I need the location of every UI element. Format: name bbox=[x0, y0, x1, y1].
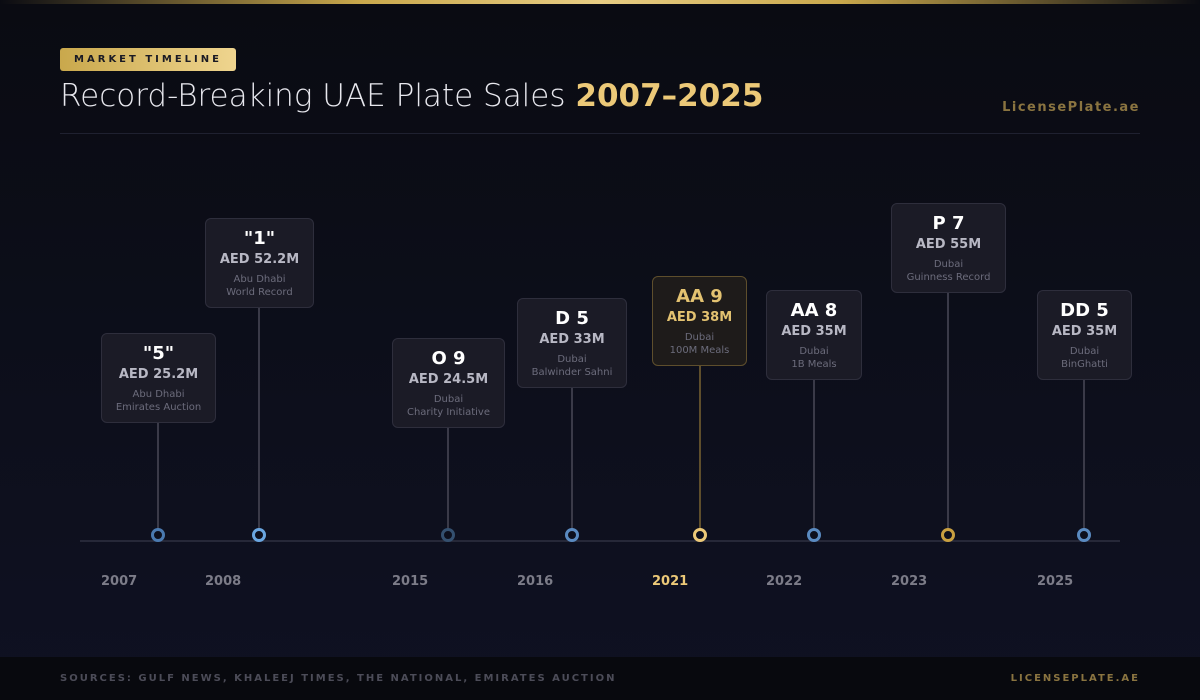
page-title: Record-Breaking UAE Plate Sales 2007–202… bbox=[60, 78, 763, 114]
footer-brand[interactable]: LICENSEPLATE.AE bbox=[1010, 673, 1140, 684]
emirate: Dubai bbox=[799, 346, 829, 357]
year-label: 2025 bbox=[1037, 574, 1074, 589]
event-card[interactable]: D 5 AED 33M Dubai Balwinder Sahni bbox=[517, 298, 627, 388]
header-divider bbox=[60, 133, 1140, 134]
emirate: Abu Dhabi bbox=[233, 274, 286, 285]
plate-number: DD 5 bbox=[1060, 300, 1109, 321]
timeline-dot[interactable] bbox=[941, 528, 955, 542]
event-note: Balwinder Sahni bbox=[531, 367, 613, 378]
sale-price: AED 38M bbox=[666, 310, 733, 325]
sale-price: AED 33M bbox=[539, 332, 605, 347]
event-note: Emirates Auction bbox=[115, 402, 202, 413]
year-label: 2016 bbox=[517, 574, 554, 589]
plate-number: P 7 bbox=[932, 213, 965, 234]
emirate: Dubai bbox=[433, 394, 464, 405]
event-stem bbox=[157, 423, 159, 535]
emirate: Abu Dhabi bbox=[132, 389, 185, 400]
event-stem bbox=[1083, 380, 1085, 535]
plate-number: AA 8 bbox=[790, 300, 838, 321]
plate-number: D 5 bbox=[555, 308, 589, 329]
timeline-axis bbox=[80, 540, 1120, 542]
emirate: Dubai bbox=[684, 332, 715, 343]
timeline-dot[interactable] bbox=[565, 528, 579, 542]
event-stem bbox=[813, 380, 815, 535]
year-label: 2015 bbox=[392, 574, 429, 589]
title-highlight: 2007–2025 bbox=[575, 78, 764, 114]
event-note: World Record bbox=[226, 287, 293, 298]
sale-price: AED 24.5M bbox=[408, 372, 489, 387]
timeline-dot[interactable] bbox=[693, 528, 707, 542]
sale-price: AED 52.2M bbox=[219, 252, 300, 267]
event-note: Charity Initiative bbox=[406, 407, 491, 418]
year-label: 2007 bbox=[101, 574, 138, 589]
event-card[interactable]: DD 5 AED 35M Dubai BinGhatti bbox=[1037, 290, 1132, 380]
event-card[interactable]: "5" AED 25.2M Abu Dhabi Emirates Auction bbox=[101, 333, 216, 423]
event-card[interactable]: AA 8 AED 35M Dubai 1B Meals bbox=[766, 290, 862, 380]
event-note: Guinness Record bbox=[906, 272, 991, 283]
sale-price: AED 25.2M bbox=[118, 367, 199, 382]
timeline-dot[interactable] bbox=[441, 528, 455, 542]
event-card[interactable]: AA 9 AED 38M Dubai 100M Meals bbox=[652, 276, 747, 366]
plate-number: O 9 bbox=[431, 348, 466, 369]
year-label: 2021 bbox=[652, 574, 689, 589]
timeline-dot[interactable] bbox=[807, 528, 821, 542]
event-note: 1B Meals bbox=[791, 359, 837, 370]
title-main: Record-Breaking UAE Plate Sales bbox=[60, 78, 576, 114]
sources-text: SOURCES: GULF NEWS, KHALEEJ TIMES, THE N… bbox=[60, 673, 617, 684]
top-accent-bar bbox=[0, 0, 1200, 4]
emirate: Dubai bbox=[557, 354, 587, 365]
event-stem bbox=[699, 366, 701, 535]
event-stem bbox=[947, 293, 949, 535]
plate-number: "5" bbox=[142, 343, 175, 364]
timeline-dot[interactable] bbox=[252, 528, 266, 542]
emirate: Dubai bbox=[1069, 346, 1100, 357]
event-note: 100M Meals bbox=[669, 345, 730, 356]
emirate: Dubai bbox=[933, 259, 964, 270]
event-stem bbox=[447, 428, 449, 535]
event-stem bbox=[571, 388, 573, 535]
year-label: 2023 bbox=[891, 574, 928, 589]
brand-link[interactable]: LicensePlate.ae bbox=[1002, 100, 1140, 115]
section-badge: MARKET TIMELINE bbox=[60, 48, 236, 71]
event-card[interactable]: P 7 AED 55M Dubai Guinness Record bbox=[891, 203, 1006, 293]
sale-price: AED 35M bbox=[781, 324, 847, 339]
timeline-dot[interactable] bbox=[1077, 528, 1091, 542]
plate-number: "1" bbox=[243, 228, 276, 249]
event-stem bbox=[258, 308, 260, 535]
plate-number: AA 9 bbox=[676, 286, 723, 307]
sale-price: AED 35M bbox=[1051, 324, 1118, 339]
year-label: 2022 bbox=[766, 574, 803, 589]
sale-price: AED 55M bbox=[915, 237, 982, 252]
timeline-dot[interactable] bbox=[151, 528, 165, 542]
event-card[interactable]: O 9 AED 24.5M Dubai Charity Initiative bbox=[392, 338, 505, 428]
event-note: BinGhatti bbox=[1061, 359, 1108, 370]
year-label: 2008 bbox=[205, 574, 242, 589]
footer bbox=[0, 657, 1200, 700]
event-card[interactable]: "1" AED 52.2M Abu Dhabi World Record bbox=[205, 218, 314, 308]
